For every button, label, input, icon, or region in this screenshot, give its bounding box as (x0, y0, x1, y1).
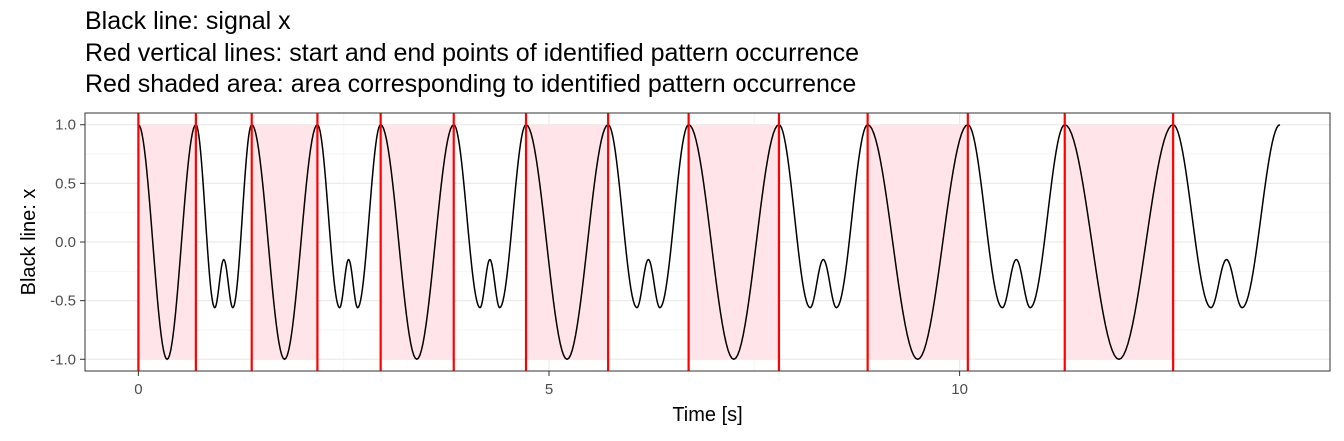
pattern-shade-1 (138, 124, 196, 360)
signal-line (137, 123, 1281, 361)
x-tick-label: 10 (951, 381, 968, 398)
signal-line-group (137, 123, 1281, 361)
y-tick-label: 0.0 (55, 234, 76, 251)
pattern-shaded-areas (138, 124, 1174, 360)
pattern-shade-2 (251, 124, 318, 360)
x-tick-label: 5 (545, 381, 553, 398)
chart-title-line-2: Red vertical lines: start and end points… (85, 38, 860, 67)
plot-panel (84, 112, 1331, 372)
y-tick-label: 0.5 (55, 175, 76, 192)
y-axis-label: Black line: x (18, 189, 40, 296)
chart-title-line-1: Black line: signal x (85, 7, 291, 35)
pattern-shade-5 (688, 124, 779, 360)
x-axis-label: Time [s] (672, 404, 742, 426)
x-tick-label: 0 (134, 381, 142, 398)
y-tick-label: -1.0 (50, 351, 76, 368)
y-tick-label: 1.0 (55, 117, 76, 134)
pattern-boundary-lines (137, 113, 1175, 371)
chart-title-line-3: Red shaded area: area corresponding to i… (85, 70, 857, 98)
chart-title-block: Black line: signal x Red vertical lines:… (85, 6, 859, 101)
axes: 0 5 10 1.0 0.5 0.0 -0.5 -1.0 (50, 117, 968, 398)
pattern-shade-4 (526, 124, 609, 360)
pattern-shade-6 (867, 124, 968, 360)
pattern-shade-7 (1064, 124, 1174, 360)
pattern-shade-3 (380, 124, 454, 360)
y-tick-label: -0.5 (50, 293, 76, 310)
